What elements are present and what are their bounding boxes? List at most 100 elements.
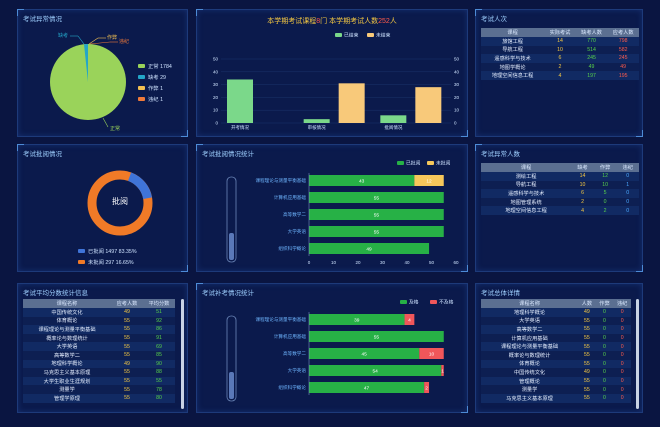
table-row[interactable]: 测绘工程 14 12 0 [481, 172, 639, 181]
table-row[interactable]: 马克思主义基本原理 55 0 0 [481, 393, 631, 403]
table-row[interactable]: 测量学 55 78 [23, 385, 175, 394]
donut-legend-item[interactable]: 未批阅 297 16.65% [78, 258, 137, 266]
y-tick-label: 高等数学二 [283, 350, 306, 357]
table-row[interactable]: 旅馆工程 14 770 798 [481, 37, 639, 46]
table-row[interactable]: 测量学 55 0 0 [481, 385, 631, 394]
table-row[interactable]: 高等数学二 55 0 0 [481, 325, 631, 334]
table-cell: 地理空间信息工程 [481, 71, 545, 80]
table-cell: 课程理论与测量平衡基础 [481, 342, 579, 351]
bar[interactable] [309, 331, 444, 342]
table-row[interactable]: 管理概论 55 0 0 [481, 376, 631, 386]
column-header[interactable]: 人数 [578, 299, 596, 308]
exam-anomaly-panel: 考试异常情况 缺考 作弊 违纪 正常 正常 1784 缺考 29 作弊 1 违纪 1 [17, 9, 188, 137]
table-row[interactable]: 地理科学概论 49 90 [23, 359, 175, 369]
column-header[interactable]: 作弊 [593, 163, 617, 172]
table-row[interactable]: 地理空间信息工程 4 197 195 [481, 71, 639, 80]
bar[interactable] [380, 115, 407, 123]
bar[interactable] [404, 314, 415, 325]
table-cell: 0 [613, 385, 631, 394]
table-cell: 55 [578, 316, 596, 326]
table-header: 课程 缺考 作弊 违纪 [481, 163, 639, 172]
table-row[interactable]: 中国传统文化 49 51 [23, 308, 175, 317]
table-row[interactable]: 遥感科学与技术 6 5 0 [481, 189, 639, 198]
bar[interactable] [309, 226, 444, 237]
bar[interactable] [309, 382, 425, 393]
table-row[interactable]: 管理学原理 55 80 [23, 393, 175, 403]
pie-callout-absent: 缺考 [58, 32, 68, 39]
bar[interactable] [309, 348, 420, 359]
table-row[interactable]: 体育概论 55 92 [23, 316, 175, 326]
pie-callout-normal: 正常 [110, 125, 120, 132]
pie-legend-item[interactable]: 违纪 1 [138, 95, 172, 103]
table-cell: 1 [616, 180, 639, 190]
column-header[interactable]: 应考人数 [110, 299, 143, 308]
column-header[interactable]: 缺考人数 [575, 28, 608, 37]
column-header[interactable]: 应考人数 [607, 28, 639, 37]
table-row[interactable]: 课程理论与测量平衡基础 55 0 0 [481, 342, 631, 351]
column-header[interactable]: 平均分数 [142, 299, 175, 308]
bar[interactable] [441, 365, 444, 376]
bar[interactable] [309, 365, 442, 376]
scrollbar[interactable] [181, 299, 184, 409]
table-cell: 课程理论与测量平衡基础 [23, 325, 111, 334]
bar[interactable] [419, 348, 444, 359]
table-row[interactable]: 高等数学二 55 85 [23, 350, 175, 360]
bar[interactable] [309, 314, 405, 325]
table-row[interactable]: 地理空间信息工程 4 2 0 [481, 206, 639, 215]
table-cell: 55 [110, 333, 143, 343]
column-header[interactable]: 课程名称 [23, 299, 111, 308]
bar[interactable] [338, 83, 365, 123]
column-header[interactable]: 缺考 [571, 163, 594, 172]
table-row[interactable]: 地理科学概论 49 0 0 [481, 308, 631, 317]
data-label: 55 [374, 230, 380, 236]
bar[interactable] [415, 87, 442, 123]
column-header[interactable]: 课程 [481, 28, 545, 37]
table-row[interactable]: 概率论与数理统计 55 0 0 [481, 350, 631, 360]
column-header[interactable]: 课程名称 [481, 299, 579, 308]
table-cell: 55 [578, 385, 596, 394]
scrollbar[interactable] [636, 299, 639, 409]
table-row[interactable]: 遥感科学与技术 6 245 245 [481, 54, 639, 63]
table-row[interactable]: 体育概论 55 0 0 [481, 359, 631, 369]
bar[interactable] [227, 79, 253, 123]
table-row[interactable]: 大学英语 55 0 0 [481, 316, 631, 326]
table-cell: 旅馆工程 [481, 37, 545, 46]
y2-tick-label: 50 [454, 57, 460, 62]
abnormal-people-table: 课程 缺考 作弊 违纪 测绘工程 14 12 0 导航工程 10 10 1 遥感科学与技术 6 5 0 地图管理… [481, 163, 639, 215]
table-row[interactable]: 大学生职业生涯规划 55 55 [23, 376, 175, 386]
table-row[interactable]: 导航工程 10 514 582 [481, 45, 639, 55]
column-header[interactable]: 实际考试 [544, 28, 576, 37]
pie-callout-cheat: 作弊 [107, 34, 117, 41]
bar[interactable] [303, 119, 330, 123]
legend-swatch [367, 33, 374, 37]
column-header[interactable]: 违纪 [616, 163, 639, 172]
column-header[interactable]: 作弊 [595, 299, 614, 308]
x-tick-label: 60 [453, 260, 459, 265]
column-header[interactable]: 违纪 [613, 299, 631, 308]
bar[interactable] [309, 243, 430, 254]
table-row[interactable]: 计算机应用基础 55 0 0 [481, 333, 631, 343]
table-row[interactable]: 大学英语 55 69 [23, 342, 175, 351]
table-row[interactable]: 地图管理系统 2 0 0 [481, 197, 639, 207]
donut-legend-item[interactable]: 已批阅 1497 83.35% [78, 247, 137, 255]
table-row[interactable]: 课程理论与测量平衡基础 55 86 [23, 325, 175, 334]
table-row[interactable]: 地图学概论 2 49 49 [481, 62, 639, 72]
column-header[interactable]: 课程 [481, 163, 572, 172]
pie-legend-item[interactable]: 缺考 29 [138, 73, 172, 81]
pie-legend-item[interactable]: 作弊 1 [138, 84, 172, 92]
table-row[interactable]: 中国传统文化 49 0 0 [481, 368, 631, 377]
bar[interactable] [309, 192, 444, 203]
bar[interactable] [414, 175, 444, 186]
table-cell: 测绘工程 [481, 172, 572, 181]
table-cell: 0 [613, 308, 631, 317]
bar[interactable] [309, 175, 415, 186]
legend-label: 违纪 1 [148, 97, 164, 103]
table-cell: 10 [593, 180, 617, 190]
table-row[interactable]: 概率论与数理统计 55 91 [23, 333, 175, 343]
table-row[interactable]: 导航工程 10 10 1 [481, 180, 639, 190]
gauge-track [226, 315, 237, 402]
pie-legend-item[interactable]: 正常 1784 [138, 62, 172, 70]
bar[interactable] [309, 209, 444, 220]
table-row[interactable]: 马克思主义基本原理 55 88 [23, 368, 175, 377]
bar[interactable] [424, 382, 430, 393]
